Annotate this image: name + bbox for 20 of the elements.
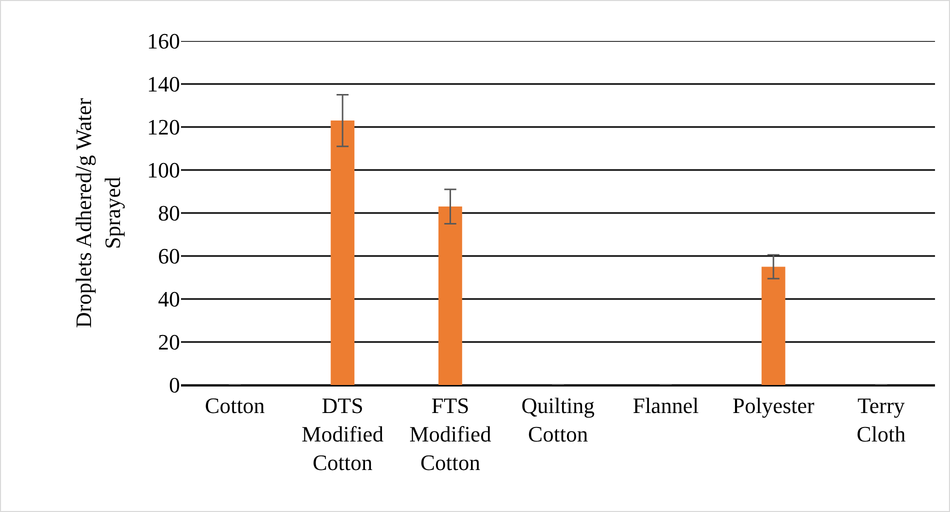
y-tick-label: 0 (169, 372, 180, 398)
y-tick-label: 40 (158, 286, 180, 312)
x-tick-label: Terry Cloth (856, 392, 906, 446)
x-tick-label: Polyester (732, 392, 816, 418)
x-tick-label: DTS Modified Cotton (302, 392, 384, 476)
x-tick-label: FTS Modified Cotton (409, 392, 492, 476)
bar (438, 206, 462, 385)
y-axis-title: Droplets Adhered/g Water Sprayed (71, 97, 125, 328)
y-tick-label: 20 (158, 330, 180, 355)
bar (330, 120, 354, 385)
bar (762, 266, 786, 385)
y-tick-label: 60 (158, 244, 180, 269)
y-tick-label: 120 (147, 114, 180, 140)
y-tick-label: 80 (158, 200, 180, 226)
y-tick-label: 100 (147, 158, 180, 183)
x-tick-label: Quilting Cotton (521, 392, 595, 446)
y-tick-label: 160 (147, 28, 180, 54)
x-tick-label: Cotton (204, 392, 265, 418)
x-tick-label: Flannel (632, 392, 699, 418)
y-tick-label: 140 (147, 72, 180, 97)
